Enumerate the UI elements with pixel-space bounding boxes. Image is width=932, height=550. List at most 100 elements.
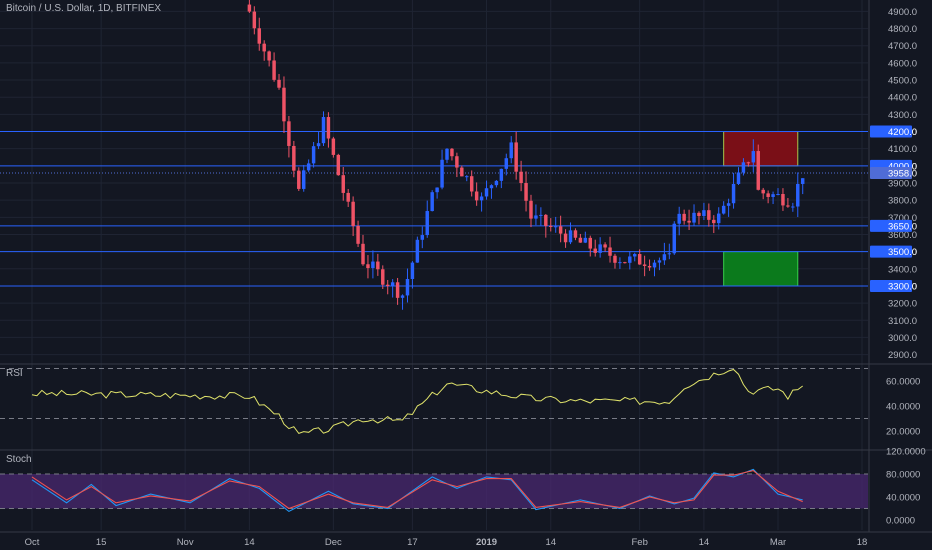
candle-body	[623, 262, 627, 264]
candle-body	[341, 175, 345, 193]
candle-body	[771, 194, 775, 197]
candle-body	[534, 215, 538, 219]
candle-body	[702, 210, 706, 216]
candle-body	[716, 213, 721, 224]
time-tick-10: Mar	[770, 537, 786, 548]
candle-body	[494, 180, 499, 186]
candle-body	[613, 255, 617, 263]
candle-body	[741, 162, 746, 173]
candle-body	[262, 43, 266, 52]
buy-zone	[723, 251, 799, 287]
price-tick-16: 4500.0	[888, 76, 917, 87]
level-label-3300: 3300.0	[888, 281, 917, 292]
candle-body	[736, 172, 741, 184]
candle-body	[544, 214, 548, 226]
price-tick-2: 3100.0	[888, 316, 917, 327]
candle-body	[460, 167, 464, 177]
rsi-tick-2: 60.0000	[886, 377, 920, 388]
candle-body	[351, 201, 355, 226]
candle-body	[549, 225, 553, 227]
level-label-3500: 3500.0	[888, 247, 917, 258]
time-tick-1: 15	[96, 537, 107, 548]
candle-body	[272, 60, 276, 80]
candle-body	[697, 212, 701, 216]
rsi-line	[31, 368, 803, 434]
candle-body	[371, 261, 375, 269]
candle-body	[692, 212, 696, 223]
candle-body	[578, 237, 583, 243]
candle-body	[647, 265, 652, 268]
candle-body	[301, 170, 306, 189]
candle-body	[415, 239, 420, 263]
time-tick-7: 14	[545, 537, 556, 548]
candle-body	[746, 162, 751, 164]
candle-body	[306, 163, 311, 171]
candle-body	[573, 230, 578, 238]
level-label-4200-bg	[870, 125, 912, 138]
candle-body	[499, 168, 504, 181]
candle-body	[381, 269, 385, 285]
last-price-label-bg	[870, 167, 912, 180]
candle-body	[509, 142, 513, 159]
candle-body	[800, 178, 805, 184]
candle-body	[726, 203, 731, 206]
level-label-4200: 4200.0	[888, 127, 917, 138]
candle-body	[514, 142, 518, 172]
candle-body	[390, 282, 395, 287]
candle-body	[469, 176, 474, 192]
candle-body	[425, 211, 429, 236]
rsi-tick-1: 40.0000	[886, 402, 920, 413]
candle-body	[326, 117, 331, 139]
candle-body	[637, 254, 642, 265]
price-tick-20: 4900.0	[888, 7, 917, 18]
candle-body	[247, 4, 252, 12]
candle-body	[657, 260, 662, 263]
price-tick-1: 3000.0	[888, 333, 917, 344]
price-tick-14: 4300.0	[888, 110, 917, 121]
candle-body	[618, 262, 622, 264]
price-tick-15: 4400.0	[888, 93, 917, 104]
candle-body	[282, 87, 286, 122]
candle-body	[652, 262, 657, 268]
candle-body	[287, 121, 291, 146]
stoch-tick-2: 80.0000	[886, 470, 920, 481]
candle-body	[484, 188, 489, 197]
candle-body	[524, 183, 528, 201]
candle-body	[529, 200, 533, 219]
stoch-tick-1: 40.0000	[886, 493, 920, 504]
candle-body	[356, 225, 360, 244]
candle-body	[712, 219, 716, 224]
level-label-3500-bg	[870, 245, 912, 258]
candle-body	[682, 213, 686, 221]
price-tick-0: 2900.0	[888, 350, 917, 361]
candle-body	[796, 183, 800, 207]
candle-body	[721, 205, 726, 214]
time-tick-5: 17	[407, 537, 418, 548]
sell-zone	[723, 131, 799, 167]
candle-body	[420, 235, 425, 240]
price-tick-12: 4100.0	[888, 144, 917, 155]
candle-body	[474, 191, 479, 201]
stoch-tick-3: 120.0000	[886, 447, 926, 458]
candle-body	[687, 220, 691, 223]
candle-body	[603, 244, 607, 248]
candle-body	[642, 264, 647, 266]
price-tick-5: 3400.0	[888, 264, 917, 275]
candle-body	[385, 284, 390, 287]
candle-body	[445, 148, 449, 160]
candle-body	[558, 226, 563, 234]
price-tick-18: 4700.0	[888, 41, 917, 52]
candle-body	[539, 214, 543, 216]
candle-body	[677, 213, 681, 224]
candle-body	[553, 226, 558, 228]
rsi-pane-label: RSI	[6, 368, 23, 379]
candle-body	[563, 233, 568, 243]
candle-body	[366, 264, 370, 269]
candle-body	[781, 193, 785, 206]
candle-body	[361, 243, 365, 265]
candle-body	[593, 248, 597, 253]
candle-body	[672, 223, 676, 254]
price-tick-9: 3800.0	[888, 196, 917, 207]
candle-body	[751, 151, 756, 163]
